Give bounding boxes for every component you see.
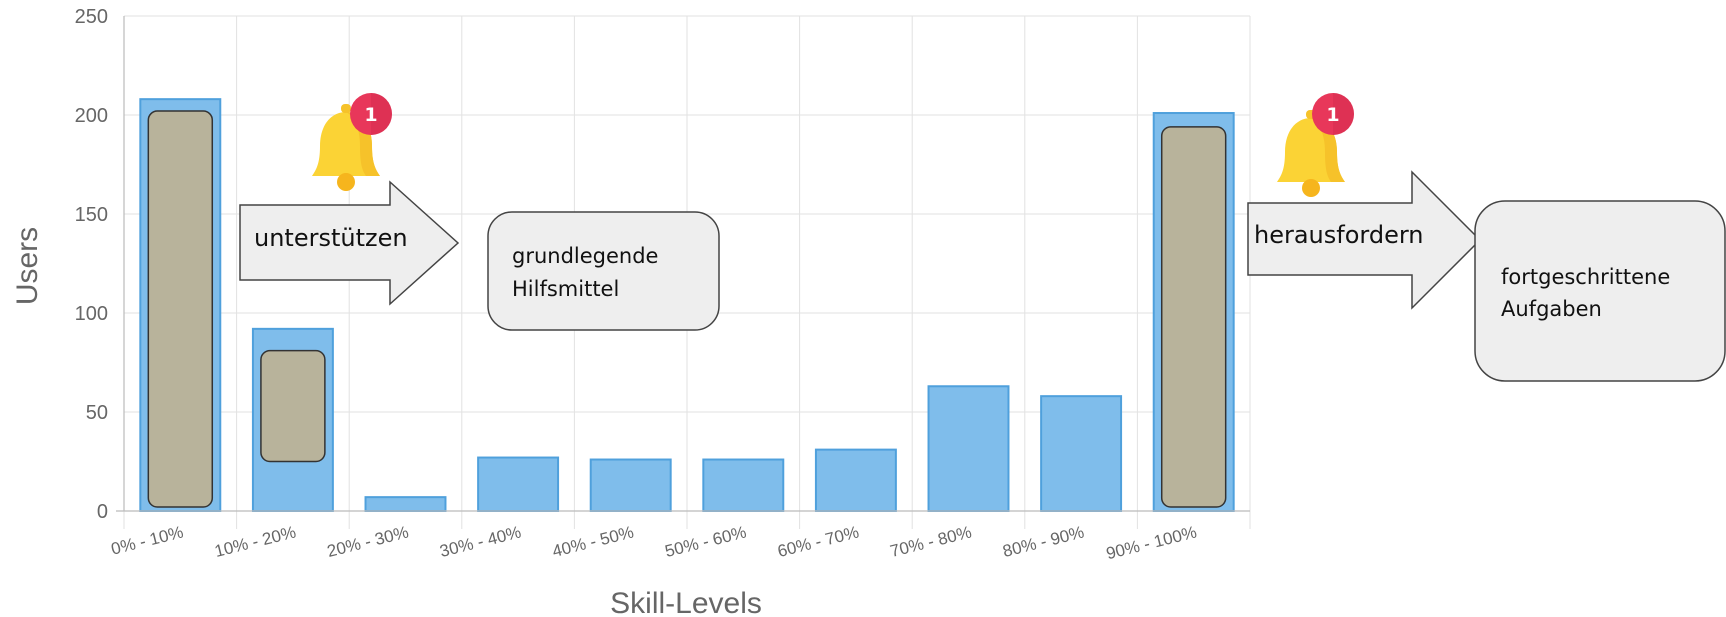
advanced-tasks-line-1: fortgeschrittene — [1501, 265, 1670, 289]
y-axis-title: Users — [11, 227, 44, 305]
y-tick-labels: 0 50 100 150 200 250 — [75, 6, 108, 523]
y-tick-label: 0 — [97, 501, 108, 523]
y-tick-label: 150 — [75, 204, 108, 226]
bar-20-30 — [364, 496, 447, 513]
challenge-arrow: herausfordern — [1247, 170, 1482, 310]
x-axis-title: Skill-Levels — [610, 587, 762, 617]
svg-text:1: 1 — [1326, 104, 1339, 126]
highlight-overlay — [147, 110, 214, 508]
bar-60-70 — [814, 448, 897, 512]
highlight-overlay — [1160, 126, 1227, 508]
grid-lines — [123, 15, 1251, 529]
advanced-tasks-line-2: Aufgaben — [1501, 297, 1602, 321]
y-tick-label: 250 — [75, 6, 108, 28]
highlight-overlays — [147, 110, 1227, 508]
x-tick-labels: 0% - 10% 10% - 20% 20% - 30% 30% - 40% 40% -… — [109, 522, 1199, 563]
notification-badge: 1 — [1312, 93, 1354, 135]
y-tick-label: 50 — [86, 402, 108, 424]
support-arrow-label: unterstützen — [254, 224, 408, 252]
basic-aids-box: grundlegende Hilfsmittel — [487, 211, 720, 331]
support-arrow: unterstützen — [239, 180, 460, 306]
axes — [116, 16, 1250, 512]
bar-80-90 — [1040, 395, 1123, 512]
x-tick-label: 80% - 90% — [1001, 522, 1086, 561]
x-tick-label: 30% - 40% — [438, 522, 523, 561]
y-tick-label: 200 — [75, 105, 108, 127]
bar-40-50 — [589, 458, 672, 512]
x-tick-label: 10% - 20% — [213, 522, 298, 561]
x-tick-label: 50% - 60% — [663, 522, 748, 561]
svg-text:1: 1 — [364, 104, 377, 126]
basic-aids-line-1: grundlegende — [512, 244, 658, 268]
bar-50-60 — [702, 458, 785, 512]
bar-30-40 — [477, 456, 560, 513]
x-tick-label: 0% - 10% — [109, 522, 185, 558]
y-tick-label: 100 — [75, 303, 108, 325]
x-tick-label: 60% - 70% — [776, 522, 861, 561]
advanced-tasks-box: fortgeschrittene Aufgaben — [1474, 200, 1726, 382]
highlight-overlay — [260, 349, 326, 463]
x-tick-label: 20% - 30% — [325, 522, 410, 561]
x-tick-label: 40% - 50% — [550, 522, 635, 561]
notification-badge: 1 — [350, 93, 392, 135]
bar-70-80 — [927, 385, 1010, 513]
x-tick-label: 90% - 100% — [1104, 522, 1198, 563]
basic-aids-line-2: Hilfsmittel — [512, 277, 619, 301]
x-tick-label: 70% - 80% — [888, 522, 973, 561]
challenge-arrow-label: herausfordern — [1254, 221, 1424, 249]
